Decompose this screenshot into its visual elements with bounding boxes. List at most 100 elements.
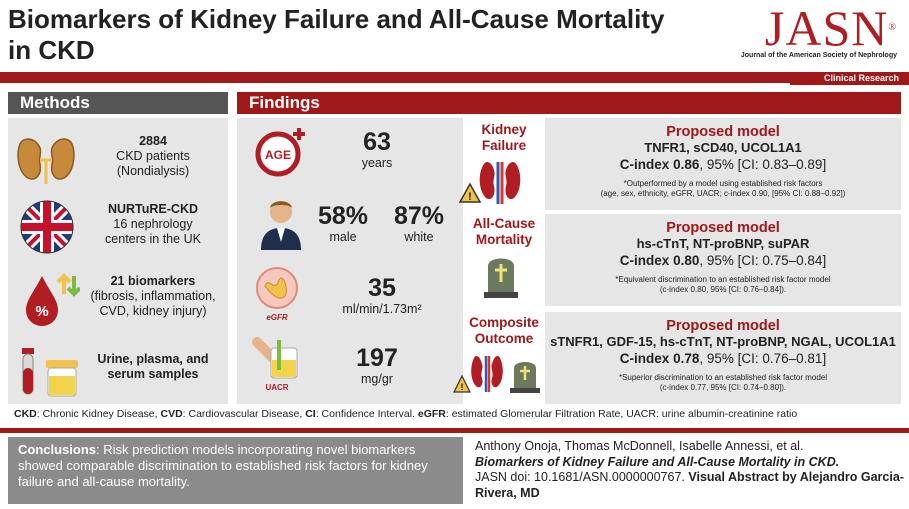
cindex-ci: , 95% [CI: 0.76–0.81] bbox=[699, 351, 827, 366]
age-icon: AGE bbox=[255, 128, 305, 177]
composite-outcome-icon: ! bbox=[453, 356, 540, 393]
outcome-label-line1: All-Cause bbox=[472, 216, 536, 231]
methods-item-line2: serum samples bbox=[107, 367, 199, 381]
sample-tubes-icon bbox=[22, 348, 78, 397]
model-title: Proposed model bbox=[666, 220, 780, 236]
abbr-def: : Chronic Kidney Disease, bbox=[36, 408, 161, 420]
model-markers: TNFR1, sCD40, UCOL1A1 bbox=[644, 140, 802, 155]
methods-item-samples: Urine, plasma, and serum samples bbox=[8, 344, 228, 400]
methods-item-patients: 2884 CKD patients (Nondialysis) bbox=[8, 130, 228, 190]
jasn-logo: JASN® Journal of the American Society of… bbox=[741, 2, 897, 59]
person-icon bbox=[261, 201, 301, 250]
model-markers: sTNFR1, GDF-15, hs-cTnT, NT-proBNP, NGAL… bbox=[550, 334, 896, 349]
model-note-line2: (c-index 0.77, 95% [CI: 0.74–0.80]). bbox=[659, 383, 787, 392]
cindex-ci: , 95% [CI: 0.75–0.84] bbox=[699, 253, 827, 268]
methods-heading: Methods bbox=[8, 92, 228, 114]
methods-item-line2: 16 nephrology bbox=[113, 217, 193, 231]
egfr-value: 35 bbox=[368, 274, 396, 302]
age-value: 63 bbox=[363, 128, 391, 156]
conclusion-text: : Risk prediction models incorporating n… bbox=[18, 442, 428, 489]
page-title: Biomarkers of Kidney Failure and All-Cau… bbox=[8, 4, 665, 65]
model-note-line1: *Superior discrimination to an establish… bbox=[618, 373, 828, 382]
outcome-label-mortality: All-Cause Mortality bbox=[465, 216, 543, 248]
methods-item-bold: Urine, plasma, and bbox=[97, 352, 209, 366]
methods-item-line3: CVD, kidney injury) bbox=[99, 304, 207, 318]
uacr-icon-label: UACR bbox=[265, 383, 288, 392]
methods-item-bold: NURTuRE-CKD bbox=[107, 202, 199, 216]
abbr-def: : estimated Glomerular Filtration Rate, … bbox=[445, 408, 798, 420]
abbr-term: eGFR bbox=[417, 408, 446, 420]
outcome-label-line1: Kidney bbox=[481, 122, 527, 137]
category-badge: Clinical Research bbox=[790, 72, 909, 85]
model-box-kidney-failure: Proposed model TNFR1, sCD40, UCOL1A1 C-i… bbox=[545, 118, 901, 210]
cindex-label: C-index bbox=[619, 157, 670, 172]
logo-registered-mark: ® bbox=[888, 22, 897, 33]
abbr-def: : Cardiovascular Disease, bbox=[182, 408, 306, 420]
abbreviations: CKD: Chronic Kidney Disease, CVD: Cardio… bbox=[14, 408, 904, 421]
model-note-line1: *Equivalent discrimination to an establi… bbox=[615, 275, 831, 284]
conclusion-label: Conclusions bbox=[18, 442, 97, 457]
cindex-label: C-index bbox=[619, 253, 670, 268]
tombstone-icon bbox=[484, 258, 518, 298]
methods-item-biomarkers: % 21 biomarkers (fibrosis, inflammation,… bbox=[8, 270, 228, 330]
cindex-value: 0.80 bbox=[673, 253, 700, 268]
footer-divider bbox=[0, 428, 909, 433]
male-value: 58% bbox=[317, 202, 369, 230]
white-label: white bbox=[404, 230, 434, 244]
methods-item-line3: (Nondialysis) bbox=[116, 164, 190, 178]
methods-item-line3: centers in the UK bbox=[105, 232, 201, 246]
svg-text:%: % bbox=[35, 303, 48, 320]
cindex-ci: , 95% [CI: 0.83–0.89] bbox=[699, 157, 827, 172]
age-icon-text: AGE bbox=[265, 148, 291, 162]
outcome-label-line1: Composite bbox=[469, 315, 539, 330]
cindex-label: C-index bbox=[619, 351, 670, 366]
logo-text: JASN bbox=[764, 0, 889, 56]
citation-authors: Anthony Onoja, Thomas McDonnell, Isabell… bbox=[475, 439, 804, 453]
outcome-label-line2: Failure bbox=[481, 138, 527, 153]
model-box-mortality: Proposed model hs-cTnT, NT-proBNP, suPAR… bbox=[545, 214, 901, 306]
white-value: 87% bbox=[393, 202, 445, 230]
egfr-icon-label: eGFR bbox=[266, 313, 288, 322]
outcome-label-line2: Outcome bbox=[474, 331, 534, 346]
kidney-warning-icon: ! bbox=[458, 162, 521, 204]
methods-item-line2: (fibrosis, inflammation, bbox=[90, 289, 216, 303]
age-unit: years bbox=[361, 156, 393, 170]
abbr-term: CKD bbox=[14, 408, 37, 420]
abbr-term: CI bbox=[305, 408, 316, 420]
methods-item-bold: 2884 bbox=[139, 134, 167, 148]
outcome-label-kidney-failure: Kidney Failure bbox=[465, 122, 543, 154]
model-note-line1: *Outperformed by a model using establish… bbox=[623, 179, 823, 188]
model-markers: hs-cTnT, NT-proBNP, suPAR bbox=[636, 236, 810, 251]
kidneys-icon bbox=[17, 138, 75, 184]
cindex-value: 0.86 bbox=[673, 157, 700, 172]
egfr-unit: ml/min/1.73m² bbox=[342, 302, 422, 316]
abbr-def: : Confidence Interval. bbox=[315, 408, 418, 420]
methods-item-line2: CKD patients bbox=[116, 149, 190, 163]
findings-panel: AGE 63 years 58% male 87% white eGFR 35 … bbox=[237, 118, 463, 404]
uacr-value: 197 bbox=[356, 344, 398, 372]
model-title: Proposed model bbox=[666, 318, 780, 334]
svg-text:!: ! bbox=[468, 191, 472, 203]
citation-credit: Visual Abstract by Alejandro Garcia-Rive… bbox=[475, 470, 904, 500]
methods-item-bold: 21 biomarkers bbox=[110, 274, 196, 288]
uk-flag-icon bbox=[20, 200, 74, 254]
blood-drop-percent-icon: % bbox=[26, 273, 80, 326]
citation-title: Biomarkers of Kidney Failure and All-Cau… bbox=[475, 454, 840, 469]
urine-test-icon: UACR bbox=[252, 337, 298, 392]
outcome-label-composite: Composite Outcome bbox=[465, 315, 543, 347]
journal-name: Journal of the American Society of Nephr… bbox=[740, 52, 897, 59]
model-box-composite: Proposed model sTNFR1, GDF-15, hs-cTnT, … bbox=[545, 312, 901, 404]
uacr-unit: mg/gr bbox=[361, 372, 393, 386]
model-note-line2: (c-index 0.80, 95% [CI: 0.76–0.84]). bbox=[659, 285, 787, 294]
header-divider bbox=[0, 72, 909, 83]
male-label: male bbox=[329, 230, 357, 244]
model-note-line2: (age, sex, ethnicity, eGFR, UACR; c-inde… bbox=[600, 189, 846, 198]
cindex-value: 0.78 bbox=[673, 351, 700, 366]
methods-item-centers: NURTuRE-CKD 16 nephrology centers in the… bbox=[8, 198, 228, 258]
abbr-term: CVD bbox=[160, 408, 183, 420]
svg-text:!: ! bbox=[461, 382, 464, 392]
outcome-label-line2: Mortality bbox=[475, 232, 533, 247]
citation: Anthony Onoja, Thomas McDonnell, Isabell… bbox=[475, 439, 905, 501]
methods-panel: 2884 CKD patients (Nondialysis) NURTuRE-… bbox=[8, 118, 228, 404]
model-title: Proposed model bbox=[666, 124, 780, 140]
